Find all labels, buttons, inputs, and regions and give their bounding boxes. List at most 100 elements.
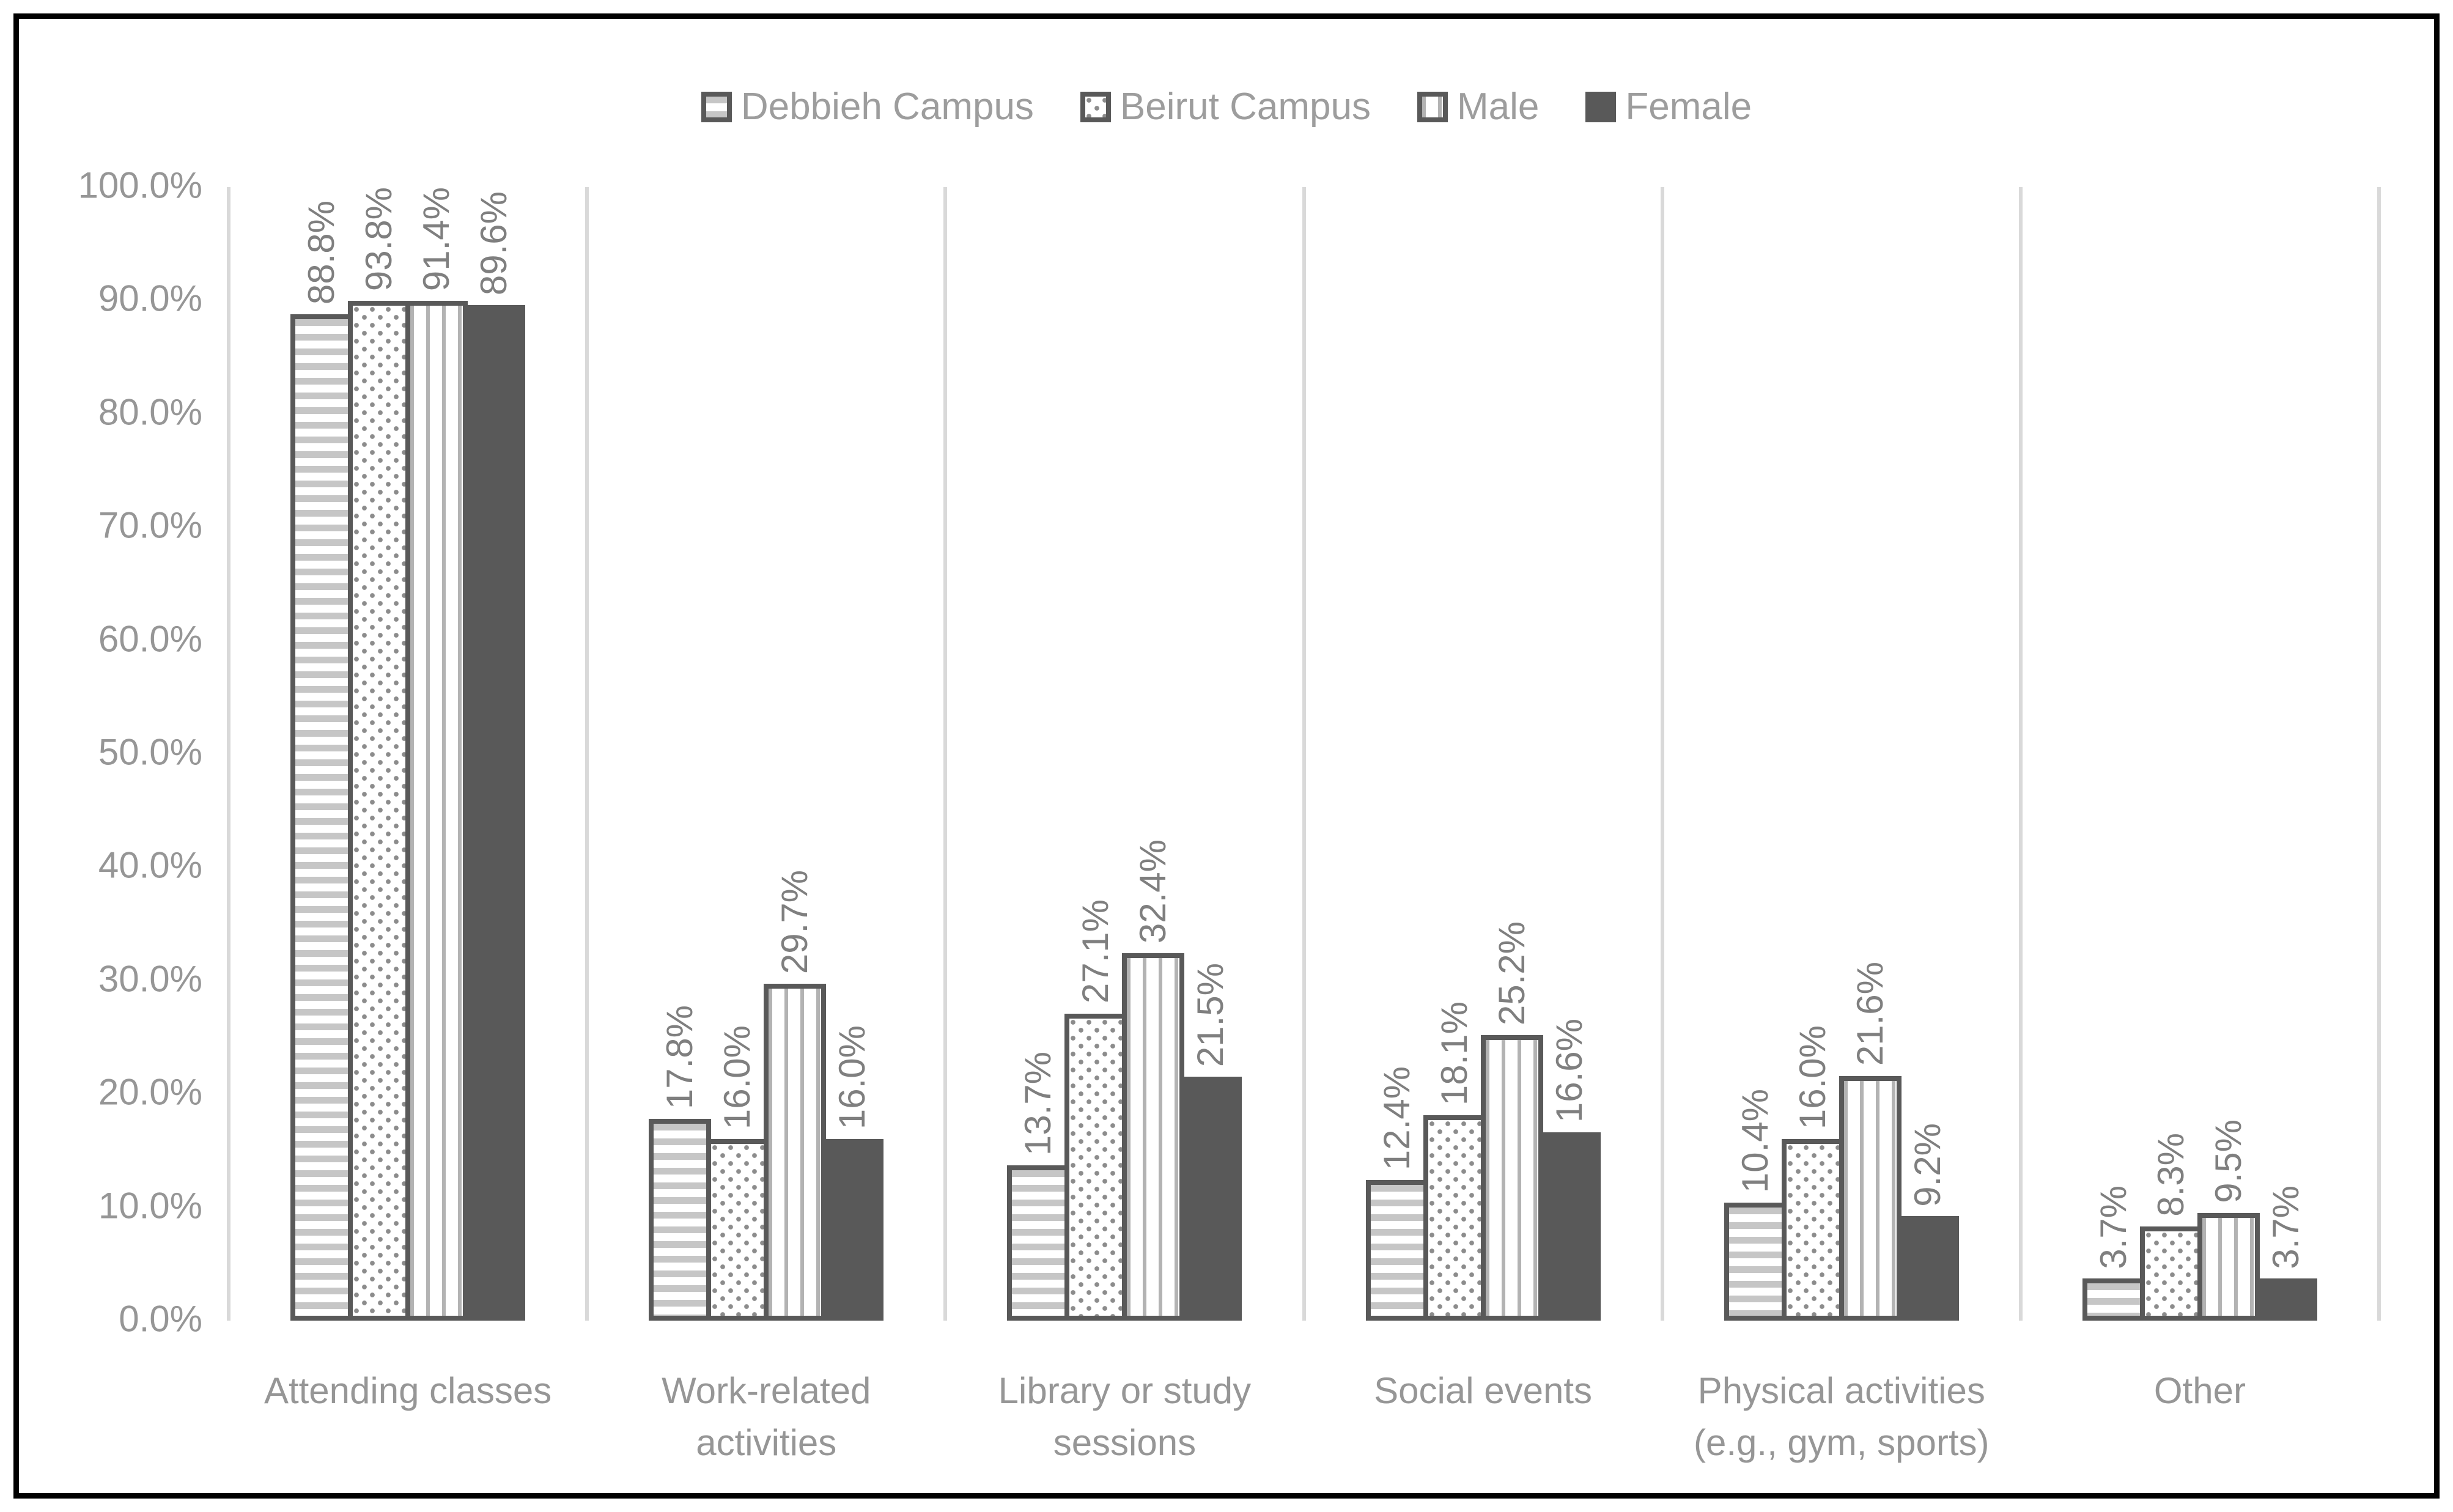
legend-marker-vertical-stripes-icon xyxy=(1417,91,1448,122)
bar-cell: 25.2% xyxy=(1480,187,1543,1321)
bar-cell: 27.1% xyxy=(1064,187,1127,1321)
bar-value-label: 9.5% xyxy=(2207,1119,2249,1203)
bar-group: 12.4% 18.1% 25.2% 16.6% xyxy=(1304,187,1662,1321)
bar-cell: 12.4% xyxy=(1365,187,1428,1321)
bar-dots xyxy=(2139,1226,2202,1321)
bar-vertical-stripes xyxy=(405,301,468,1321)
category-label: Social events xyxy=(1374,1370,1593,1411)
bar-solid xyxy=(1896,1216,1959,1321)
bar-value-label: 16.6% xyxy=(1548,1019,1590,1123)
legend-item-horizontal-stripes: Debbieh Campus xyxy=(701,85,1034,128)
bar-horizontal-stripes xyxy=(2082,1278,2145,1321)
bar-cell: 9.2% xyxy=(1896,187,1959,1321)
y-tick-label: 20.0% xyxy=(98,1071,202,1113)
bar-dots xyxy=(1423,1115,1486,1321)
bar-horizontal-stripes xyxy=(1007,1165,1070,1321)
y-tick-label: 0.0% xyxy=(119,1298,202,1340)
bar-value-label: 17.8% xyxy=(659,1005,701,1109)
bar-cell: 8.3% xyxy=(2139,187,2202,1321)
bar-cell: 91.4% xyxy=(405,187,468,1321)
legend-item-vertical-stripes: Male xyxy=(1417,85,1539,128)
bar-value-label: 16.0% xyxy=(832,1025,873,1130)
bar-vertical-stripes xyxy=(1839,1075,1902,1321)
bar-group: 10.4% 16.0% 21.6% 9.2% xyxy=(1662,187,2021,1321)
bar-horizontal-stripes xyxy=(1365,1180,1428,1321)
category-label: Other xyxy=(2153,1370,2246,1411)
y-tick-label: 100.0% xyxy=(78,164,203,206)
bar-horizontal-stripes xyxy=(290,314,353,1321)
group-separator xyxy=(2018,187,2023,1321)
bar-cell: 17.8% xyxy=(649,187,712,1321)
group-separator xyxy=(227,187,231,1321)
bar-value-label: 16.0% xyxy=(1791,1025,1833,1130)
bar-cell: 18.1% xyxy=(1423,187,1486,1321)
bar-cell: 16.0% xyxy=(706,187,769,1321)
bar-cell: 13.7% xyxy=(1007,187,1070,1321)
legend-item-solid: Female xyxy=(1585,85,1752,128)
bar-cell: 16.6% xyxy=(1538,187,1601,1321)
bar-dots xyxy=(706,1139,769,1321)
bar-cell: 16.0% xyxy=(821,187,884,1321)
bar-group: 13.7% 27.1% 32.4% 21.5% xyxy=(945,187,1304,1321)
bar-cell: 29.7% xyxy=(764,187,827,1321)
bar-solid xyxy=(2254,1278,2317,1321)
legend-marker-horizontal-stripes-icon xyxy=(701,91,732,122)
category-label: Work-related activities xyxy=(662,1370,871,1464)
bar-cell: 89.6% xyxy=(463,187,526,1321)
bar-value-label: 9.2% xyxy=(1906,1123,1948,1207)
bar-group: 17.8% 16.0% 29.7% 16.0% xyxy=(587,187,945,1321)
bar-cell: 9.5% xyxy=(2197,187,2260,1321)
y-tick-label: 60.0% xyxy=(98,618,202,660)
legend-marker-dots-icon xyxy=(1080,91,1111,122)
category-label: Attending classes xyxy=(264,1370,552,1411)
bar-solid xyxy=(463,304,526,1321)
group-separator xyxy=(2377,187,2381,1321)
group-separator xyxy=(943,187,948,1321)
bar-value-label: 25.2% xyxy=(1491,921,1532,1025)
bar-group: 88.8% 93.8% 91.4% 89.6% xyxy=(229,187,587,1321)
bar-solid xyxy=(1179,1077,1242,1321)
legend-item-dots: Beirut Campus xyxy=(1080,85,1371,128)
bar-value-label: 3.7% xyxy=(2092,1185,2134,1269)
legend-label: Female xyxy=(1625,86,1752,128)
y-tick-label: 80.0% xyxy=(98,391,202,433)
bar-value-label: 88.8% xyxy=(301,200,342,304)
legend-label: Beirut Campus xyxy=(1120,86,1371,128)
bar-horizontal-stripes xyxy=(1724,1203,1787,1321)
y-tick-label: 50.0% xyxy=(98,731,202,773)
bar-solid xyxy=(1538,1132,1601,1321)
y-tick-label: 10.0% xyxy=(98,1185,202,1226)
category-label: Physical activities (e.g., gym, sports) xyxy=(1694,1370,1990,1464)
bar-value-label: 16.0% xyxy=(717,1025,758,1130)
bar-cell: 88.8% xyxy=(290,187,353,1321)
y-tick-label: 90.0% xyxy=(98,278,202,320)
bar-cell: 93.8% xyxy=(348,187,411,1321)
bar-value-label: 32.4% xyxy=(1132,839,1174,944)
y-tick-label: 70.0% xyxy=(98,504,202,546)
legend-label: Male xyxy=(1456,86,1540,128)
bar-cell: 21.5% xyxy=(1179,187,1242,1321)
legend-marker-solid-icon xyxy=(1585,91,1617,122)
group-separator xyxy=(1302,187,1306,1321)
bar-cell: 3.7% xyxy=(2082,187,2145,1321)
bar-group: 3.7% 8.3% 9.5% 3.7% xyxy=(2021,187,2379,1321)
bar-value-label: 21.6% xyxy=(1849,962,1890,1066)
bar-cell: 16.0% xyxy=(1781,187,1844,1321)
bar-cell: 32.4% xyxy=(1122,187,1185,1321)
legend: Debbieh Campus Beirut Campus Male Female xyxy=(19,85,2434,128)
bar-vertical-stripes xyxy=(1480,1034,1543,1321)
bar-value-label: 91.4% xyxy=(416,187,457,292)
y-tick-label: 40.0% xyxy=(98,845,202,887)
bar-dots xyxy=(348,301,411,1321)
bar-cell: 3.7% xyxy=(2254,187,2317,1321)
bar-dots xyxy=(1781,1139,1844,1321)
category-label: Library or study sessions xyxy=(998,1370,1252,1464)
bar-horizontal-stripes xyxy=(649,1119,712,1321)
bar-cell: 10.4% xyxy=(1724,187,1787,1321)
bar-dots xyxy=(1064,1013,1127,1321)
bar-value-label: 18.1% xyxy=(1433,1001,1475,1106)
bar-value-label: 27.1% xyxy=(1075,899,1116,1004)
group-separator xyxy=(585,187,589,1321)
y-tick-label: 30.0% xyxy=(98,958,202,1000)
bar-value-label: 8.3% xyxy=(2150,1133,2191,1217)
